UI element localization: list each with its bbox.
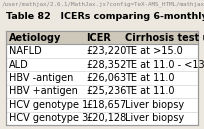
Text: /user/mathjax/2.6.1/MathJax.js?config=TeX-AMS_HTML/mathjax_config-classic-3.6.js: /user/mathjax/2.6.1/MathJax.js?config=Te… [2, 1, 204, 7]
Text: NAFLD: NAFLD [9, 46, 41, 56]
FancyBboxPatch shape [6, 31, 198, 44]
Text: TE at 11.0: TE at 11.0 [125, 87, 174, 96]
Text: HCV genotype 3: HCV genotype 3 [9, 113, 88, 123]
Text: Aetiology: Aetiology [9, 33, 61, 43]
Text: HCV genotype 1: HCV genotype 1 [9, 100, 88, 110]
Text: HBV +antigen: HBV +antigen [9, 87, 78, 96]
FancyBboxPatch shape [6, 31, 198, 125]
Text: TE at >15.0: TE at >15.0 [125, 46, 183, 56]
Text: £23,220: £23,220 [86, 46, 126, 56]
Text: £18,657: £18,657 [86, 100, 126, 110]
Text: Table 82   ICERs comparing 6-monthly surveillance against: Table 82 ICERs comparing 6-monthly surve… [6, 12, 204, 21]
Text: £28,352: £28,352 [86, 60, 126, 70]
Text: £20,128: £20,128 [86, 113, 126, 123]
Text: HBV -antigen: HBV -antigen [9, 73, 73, 83]
Text: £26,063: £26,063 [86, 73, 126, 83]
Text: TE at 11.0: TE at 11.0 [125, 73, 174, 83]
Text: ICER: ICER [86, 33, 111, 43]
Text: ALD: ALD [9, 60, 28, 70]
Text: TE at 11.0 - <13.0: TE at 11.0 - <13.0 [125, 60, 204, 70]
Text: Cirrhosis test used: Cirrhosis test used [125, 33, 204, 43]
Text: Liver biopsy: Liver biopsy [125, 100, 184, 110]
Text: Liver biopsy: Liver biopsy [125, 113, 184, 123]
Text: £25,236: £25,236 [86, 87, 126, 96]
